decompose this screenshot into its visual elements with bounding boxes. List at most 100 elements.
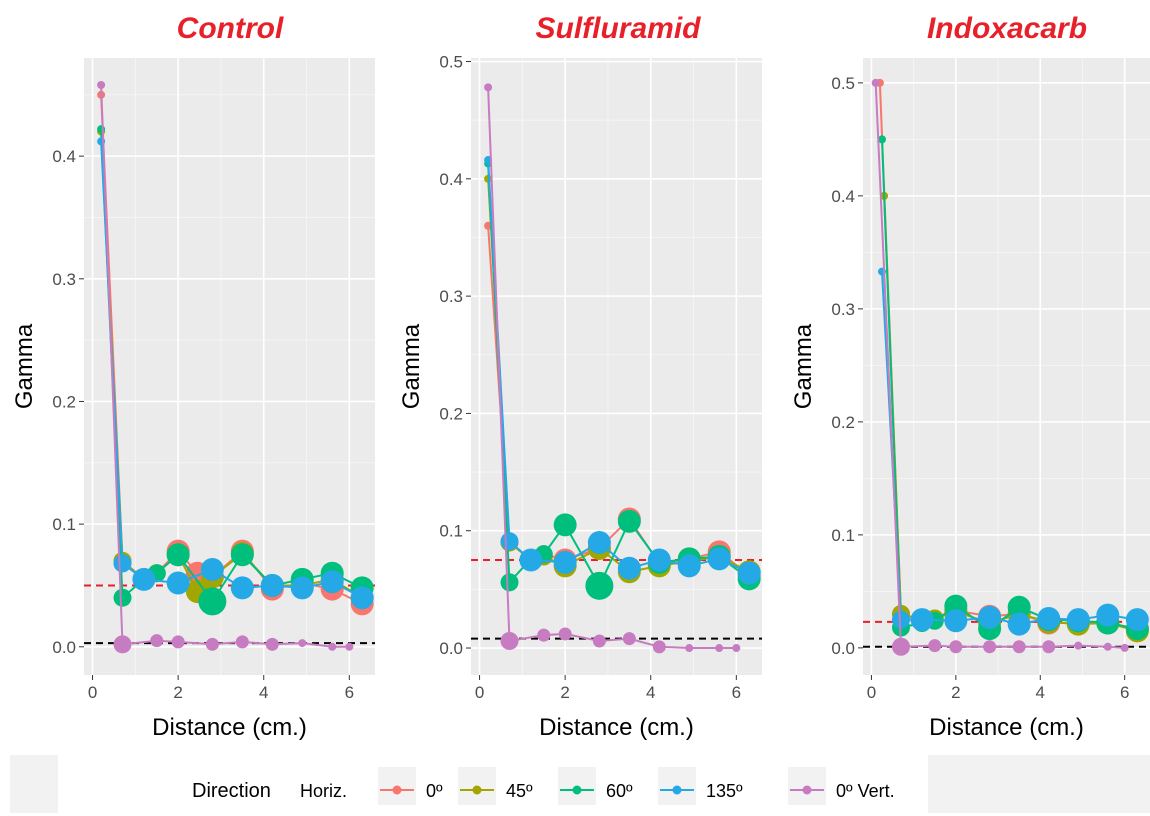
data-point xyxy=(132,567,156,591)
data-point xyxy=(113,588,132,607)
data-point xyxy=(113,554,132,573)
data-point xyxy=(983,640,997,654)
legend-key-point xyxy=(572,785,582,795)
y-tick-label: 0.1 xyxy=(52,515,76,534)
y-tick-label: 0.0 xyxy=(439,639,463,658)
y-axis-label: Gamma xyxy=(398,323,425,409)
data-point xyxy=(685,644,694,653)
legend-key-60: 60º xyxy=(558,767,633,805)
data-point xyxy=(647,548,671,572)
legend-entry-label: 60º xyxy=(606,781,633,801)
series-line xyxy=(487,87,737,649)
x-tick-label: 6 xyxy=(345,683,354,702)
data-point xyxy=(200,558,224,582)
y-tick-label: 0.1 xyxy=(439,522,463,541)
data-point xyxy=(737,561,761,585)
x-tick-label: 0 xyxy=(88,683,97,702)
x-axis-label: Distance (cm.) xyxy=(152,714,307,741)
series-135 xyxy=(877,267,1149,636)
series-line xyxy=(100,84,350,648)
data-point xyxy=(1042,640,1056,654)
legend-key-point xyxy=(392,785,402,795)
data-point xyxy=(558,627,572,641)
panel-title: Control xyxy=(177,12,284,45)
data-point xyxy=(978,605,1002,629)
data-point xyxy=(1074,641,1083,650)
data-point xyxy=(500,573,519,592)
data-point xyxy=(652,640,666,654)
series-0-vert xyxy=(484,83,741,654)
data-point xyxy=(617,509,641,533)
data-point xyxy=(320,570,344,594)
legend-key-point xyxy=(472,785,482,795)
y-tick-label: 0.0 xyxy=(831,639,855,658)
data-point xyxy=(617,556,641,580)
x-tick-label: 0 xyxy=(867,683,876,702)
data-point xyxy=(265,637,279,651)
data-point xyxy=(1125,608,1149,632)
x-axis-label: Distance (cm.) xyxy=(539,714,694,741)
data-point xyxy=(484,83,493,92)
data-point xyxy=(1037,606,1061,630)
data-point xyxy=(592,634,606,648)
y-tick-label: 0.2 xyxy=(439,404,463,423)
y-tick-label: 0.5 xyxy=(831,74,855,93)
data-point xyxy=(519,548,543,572)
data-point xyxy=(345,642,354,651)
legend-title: Direction xyxy=(192,780,271,802)
data-point xyxy=(97,125,106,134)
y-tick-label: 0.3 xyxy=(439,287,463,306)
data-point xyxy=(298,639,307,648)
legend-key-135: 135º xyxy=(658,767,743,805)
y-tick-label: 0.4 xyxy=(439,170,463,189)
y-tick-label: 0.3 xyxy=(831,300,855,319)
legend-key-45: 45º xyxy=(458,767,533,805)
y-tick-label: 0.2 xyxy=(831,413,855,432)
legend-key-0: 0º xyxy=(378,767,443,805)
data-point xyxy=(166,543,190,567)
x-tick-label: 6 xyxy=(732,683,741,702)
y-tick-label: 0.1 xyxy=(831,526,855,545)
panel-title: Indoxacarb xyxy=(927,12,1087,45)
data-point xyxy=(871,78,880,87)
data-point xyxy=(1007,612,1031,636)
legend-key-0-vert: 0º Vert. xyxy=(788,767,895,805)
panel-sulfluramid: 0 2 4 6 0.0 0.1 0.2 0.3 0.4 0.5 Sulfluramid Distanc… xyxy=(398,12,762,741)
legend-entry-label: 45º xyxy=(506,781,533,801)
data-point xyxy=(97,80,106,89)
x-tick-label: 4 xyxy=(259,683,268,702)
y-tick-label: 0.4 xyxy=(52,147,76,166)
data-point xyxy=(732,644,741,653)
x-tick-label: 0 xyxy=(475,683,484,702)
data-point xyxy=(877,135,886,144)
x-tick-label: 2 xyxy=(951,683,960,702)
x-tick-label: 2 xyxy=(560,683,569,702)
data-point xyxy=(260,573,284,597)
data-point xyxy=(1120,643,1129,652)
y-tick-label: 0.4 xyxy=(831,187,855,206)
data-point xyxy=(166,571,190,595)
data-point xyxy=(891,637,910,656)
data-point xyxy=(205,637,219,651)
data-point xyxy=(891,610,910,629)
data-point xyxy=(677,554,701,578)
plot-background xyxy=(863,58,1150,675)
legend-entry-label: 0º xyxy=(426,781,443,801)
x-tick-label: 6 xyxy=(1120,683,1129,702)
panel-title: Sulfluramid xyxy=(535,12,701,45)
data-point xyxy=(1066,608,1090,632)
data-point xyxy=(944,609,968,633)
panel-control: 0 2 4 6 0.0 0.1 0.2 0.3 0.4 Control Distance (cm.)… xyxy=(11,12,375,741)
data-point xyxy=(113,635,132,654)
data-point xyxy=(290,576,314,600)
data-point xyxy=(150,634,164,648)
y-tick-label: 0.0 xyxy=(52,638,76,657)
legend-key-point xyxy=(672,785,682,795)
series-line xyxy=(100,141,363,599)
data-point xyxy=(707,547,731,571)
data-point xyxy=(230,543,254,567)
x-tick-label: 4 xyxy=(646,683,655,702)
data-point xyxy=(350,586,374,610)
series-0-vert xyxy=(871,78,1129,656)
